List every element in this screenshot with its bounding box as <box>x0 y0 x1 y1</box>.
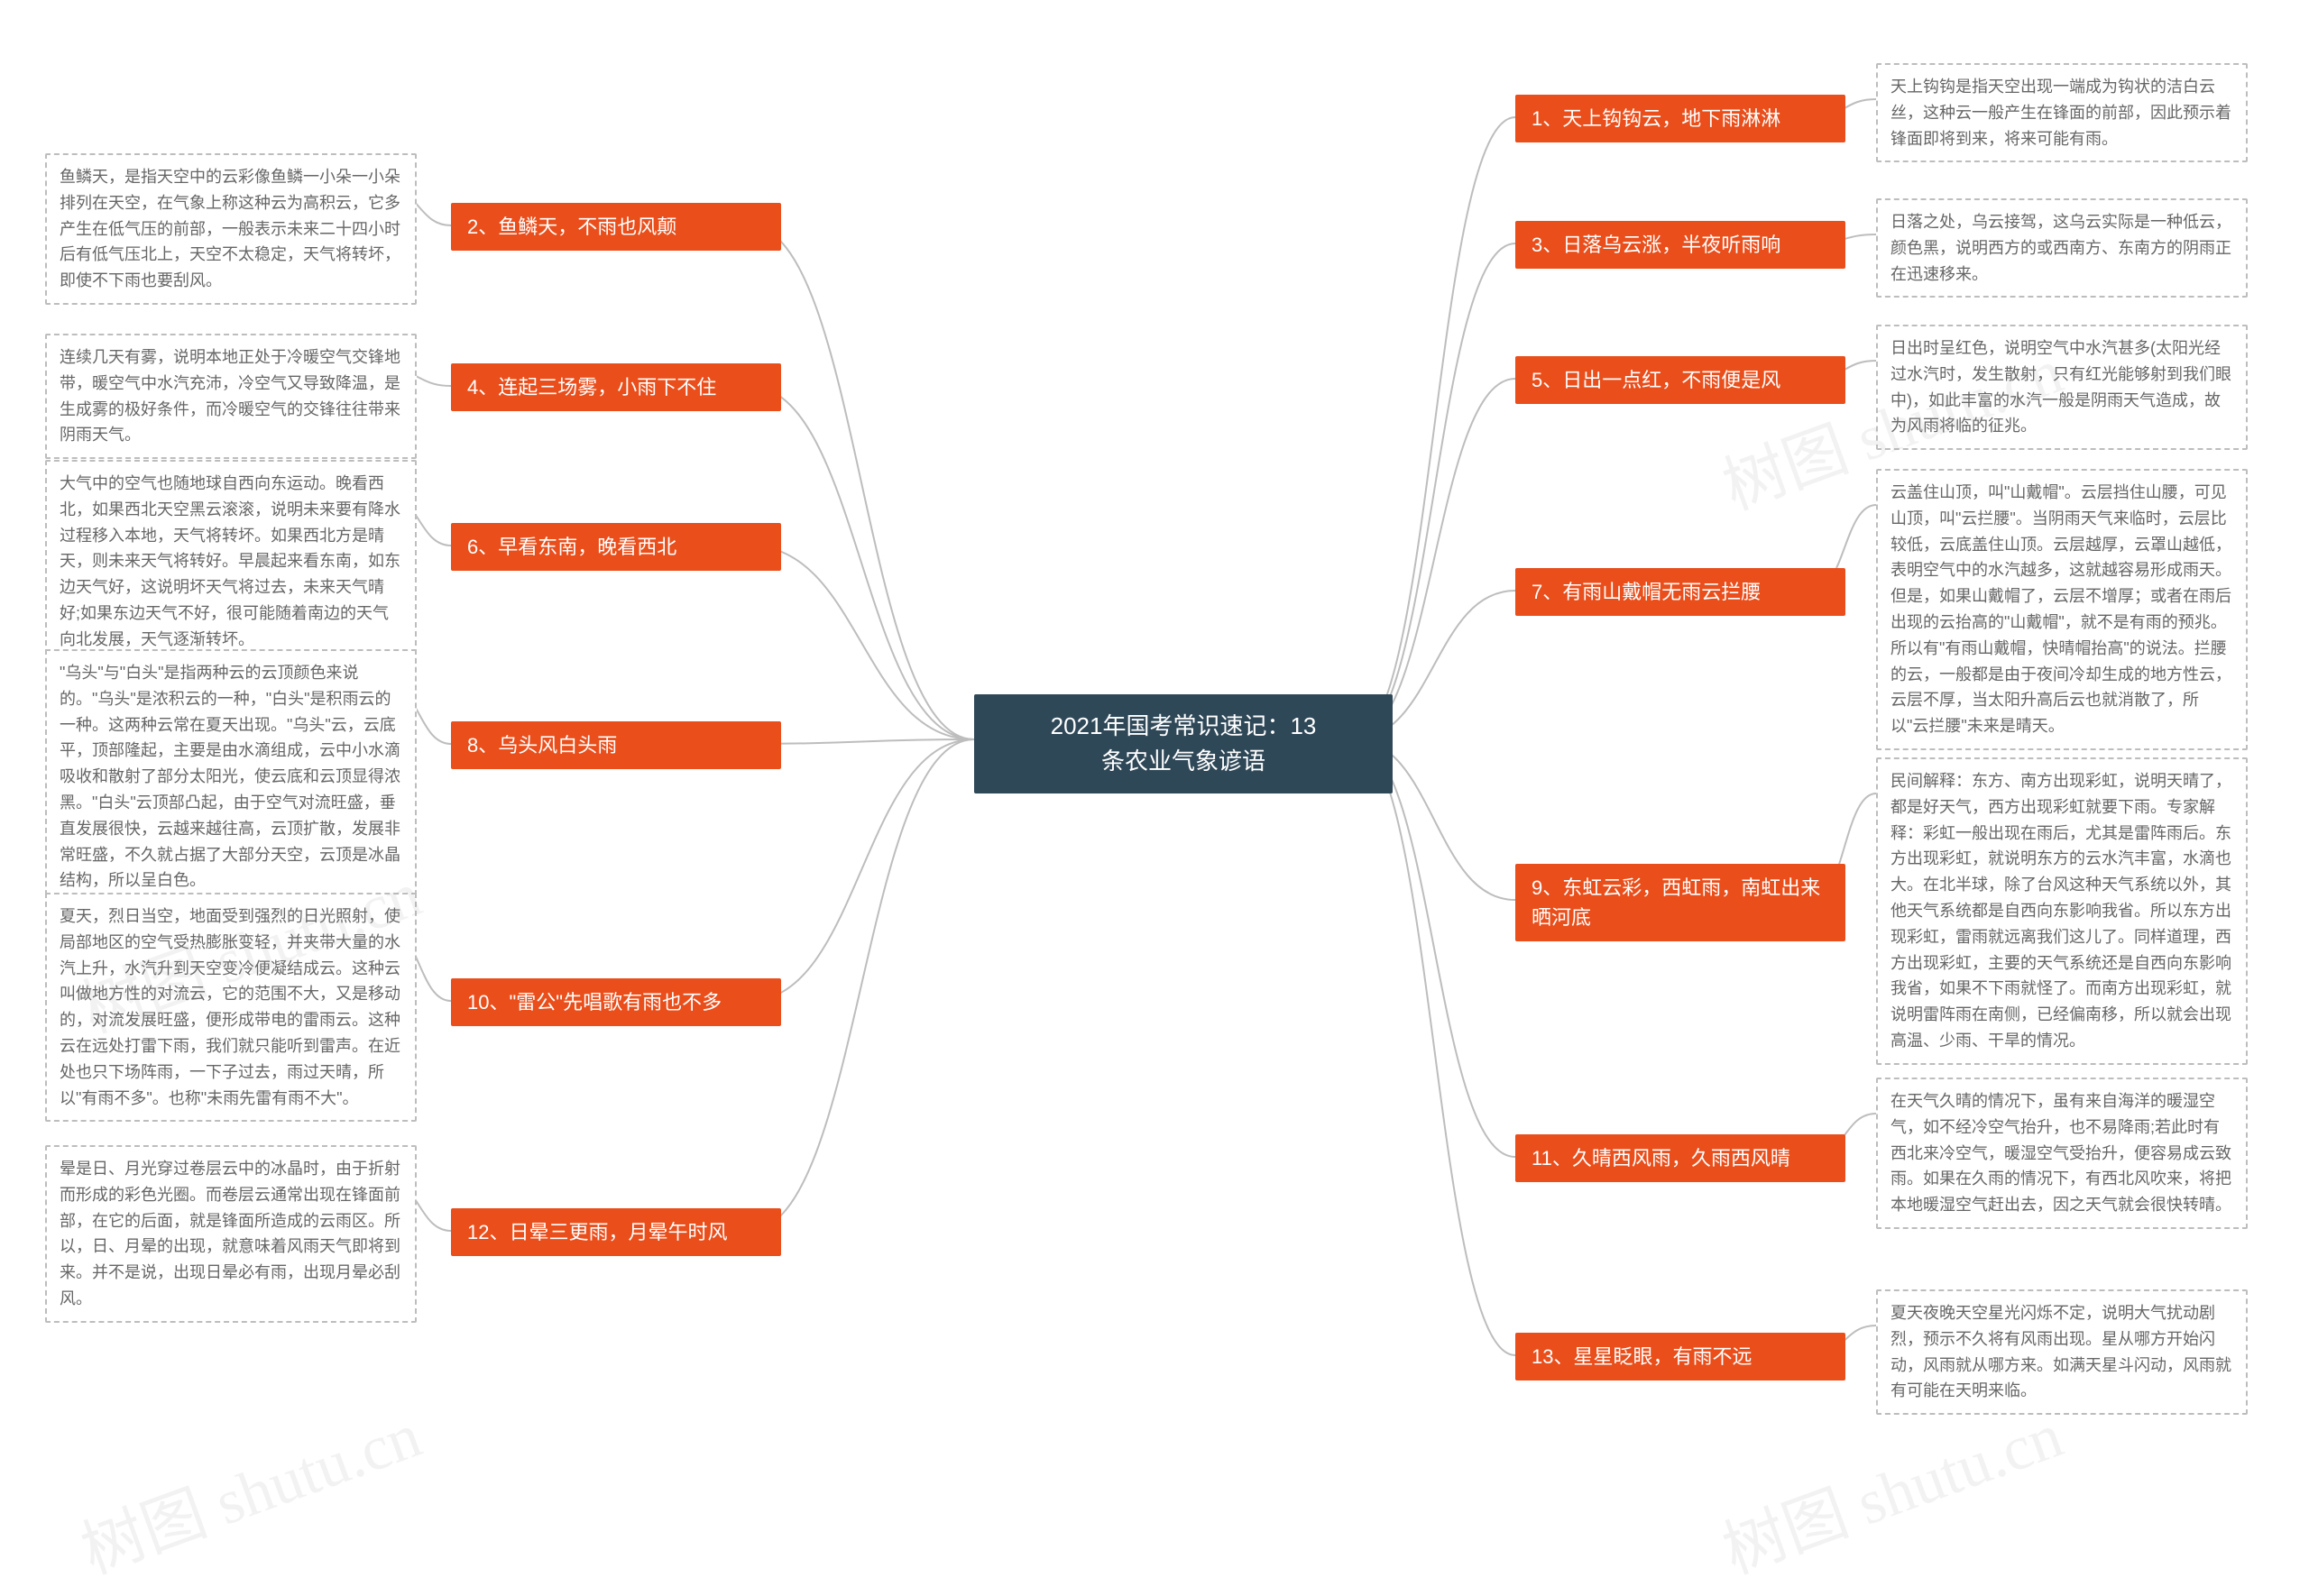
branch-node-4: 4、连起三场雾，小雨下不住 <box>451 363 781 411</box>
branch-label-1: 1、天上钩钩云，地下雨淋淋 <box>1532 107 1780 130</box>
detail-node-6: 大气中的空气也随地球自西向东运动。晚看西北，如果西北天空黑云滚滚，说明未来要有降… <box>45 460 417 664</box>
watermark: 树图 shutu.cn <box>68 1385 432 1591</box>
detail-node-4: 连续几天有雾，说明本地正处于冷暖空气交锋地带，暖空气中水汽充沛，冷空气又导致降温… <box>45 334 417 459</box>
branch-label-8: 8、乌头风白头雨 <box>467 734 617 757</box>
branch-label-7: 7、有雨山戴帽无雨云拦腰 <box>1532 581 1761 603</box>
branch-node-6: 6、早看东南，晚看西北 <box>451 523 781 571</box>
branch-node-13: 13、星星眨眼，有雨不远 <box>1515 1333 1845 1380</box>
branch-node-7: 7、有雨山戴帽无雨云拦腰 <box>1515 568 1845 616</box>
branch-node-3: 3、日落乌云涨，半夜听雨响 <box>1515 221 1845 269</box>
center-title-line1: 2021年国考常识速记：13 <box>1051 712 1317 739</box>
branch-label-6: 6、早看东南，晚看西北 <box>467 536 676 558</box>
branch-label-9-l1: 9、东虹云彩，西虹雨，南虹出来 <box>1532 876 1820 899</box>
branch-label-3: 3、日落乌云涨，半夜听雨响 <box>1532 234 1780 256</box>
branch-label-4: 4、连起三场雾，小雨下不住 <box>467 376 716 399</box>
branch-node-12: 12、日晕三更雨，月晕午时风 <box>451 1208 781 1256</box>
branch-label-13: 13、星星眨眼，有雨不远 <box>1532 1345 1752 1368</box>
branch-node-10: 10、"雷公"先唱歌有雨也不多 <box>451 978 781 1026</box>
detail-node-11: 在天气久晴的情况下，虽有来自海洋的暖湿空气，如不经冷空气抬升，也不易降雨;若此时… <box>1876 1078 2248 1229</box>
detail-node-13: 夏天夜晚天空星光闪烁不定，说明大气扰动剧烈，预示不久将有风雨出现。星从哪方开始闪… <box>1876 1289 2248 1415</box>
branch-label-5: 5、日出一点红，不雨便是风 <box>1532 369 1780 391</box>
detail-node-12: 晕是日、月光穿过卷层云中的冰晶时，由于折射而形成的彩色光圈。而卷层云通常出现在锋… <box>45 1145 417 1323</box>
detail-node-2: 鱼鳞天，是指天空中的云彩像鱼鳞一小朵一小朵排列在天空，在气象上称这种云为高积云，… <box>45 153 417 305</box>
detail-node-1: 天上钩钩是指天空出现一端成为钩状的洁白云丝，这种云一般产生在锋面的前部，因此预示… <box>1876 63 2248 162</box>
branch-node-8: 8、乌头风白头雨 <box>451 721 781 769</box>
branch-label-10: 10、"雷公"先唱歌有雨也不多 <box>467 991 722 1014</box>
detail-node-9: 民间解释：东方、南方出现彩虹，说明天晴了，都是好天气，西方出现彩虹就要下雨。专家… <box>1876 757 2248 1065</box>
branch-label-12: 12、日晕三更雨，月晕午时风 <box>467 1221 727 1243</box>
detail-node-3: 日落之处，乌云接驾，这乌云实际是一种低云，颜色黑，说明西方的或西南方、东南方的阴… <box>1876 198 2248 298</box>
branch-node-2: 2、鱼鳞天，不雨也风颠 <box>451 203 781 251</box>
branch-label-9-l2: 晒河底 <box>1532 906 1591 929</box>
branch-node-11: 11、久晴西风雨，久雨西风晴 <box>1515 1134 1845 1182</box>
branch-label-11: 11、久晴西风雨，久雨西风晴 <box>1532 1147 1790 1169</box>
center-node: 2021年国考常识速记：13 条农业气象谚语 <box>974 694 1393 793</box>
branch-node-1: 1、天上钩钩云，地下雨淋淋 <box>1515 95 1845 142</box>
branch-node-9: 9、东虹云彩，西虹雨，南虹出来晒河底 <box>1515 864 1845 941</box>
branch-label-2: 2、鱼鳞天，不雨也风颠 <box>467 216 676 238</box>
branch-node-5: 5、日出一点红，不雨便是风 <box>1515 356 1845 404</box>
detail-node-7: 云盖住山顶，叫"山戴帽"。云层挡住山腰，可见山顶，叫"云拦腰"。当阴雨天气来临时… <box>1876 469 2248 750</box>
watermark: 树图 shutu.cn <box>1709 1385 2074 1591</box>
center-title-line2: 条农业气象谚语 <box>1101 748 1265 775</box>
